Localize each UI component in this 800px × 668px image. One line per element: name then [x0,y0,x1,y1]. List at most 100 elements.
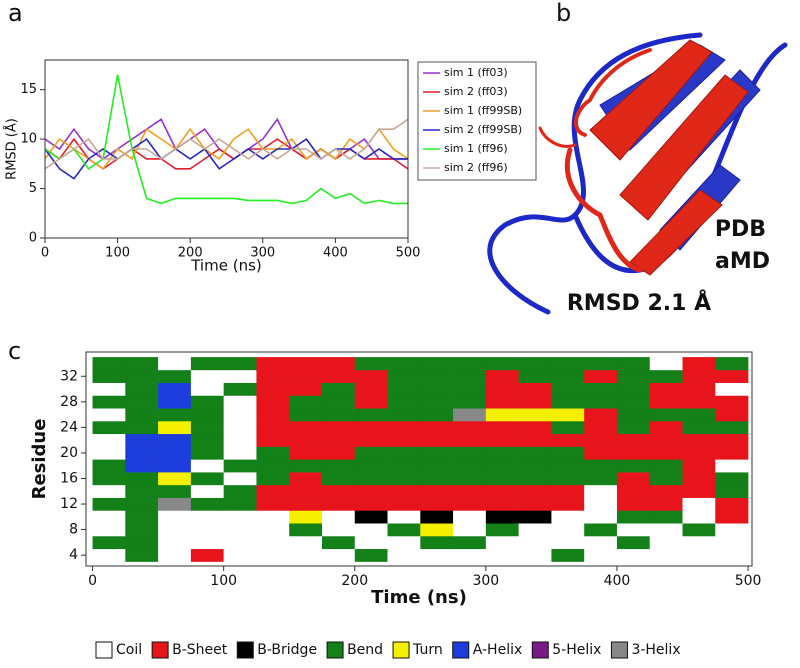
heatmap-cell [92,484,126,498]
heatmap-cell [453,535,487,550]
heatmap-cell [190,510,224,524]
heatmap-cell [518,484,552,498]
y-tick-label: 15 [20,82,37,97]
protein-structure [487,32,788,315]
heatmap-cell [649,433,683,447]
x-tick-label: 200 [341,573,368,589]
heatmap-cell [518,459,552,473]
heatmap-cell [551,548,585,562]
heatmap-cell [256,420,290,435]
heatmap-cell [387,548,421,562]
heatmap-cell [649,548,683,562]
heatmap-cell [321,523,356,537]
heatmap-cell [289,484,323,498]
heatmap-cell [420,408,454,422]
heatmap-cell [289,420,323,435]
legend-swatch [236,641,254,659]
heatmap-cell [223,459,257,473]
heatmap-cell [125,369,159,383]
legend-label: sim 1 (ff03) [444,66,508,79]
heatmap-cell [158,472,192,486]
heatmap-cell [420,472,454,486]
heatmap-cell [387,395,421,409]
heatmap-cell [158,459,192,473]
heatmap-cell [289,395,323,409]
heatmap-cell [256,497,290,511]
heatmap-cell [256,357,290,371]
x-tick-label: 0 [41,246,49,261]
heatmap-cell [125,548,159,562]
heatmap-cell [190,535,224,550]
legend-label: Turn [412,642,443,658]
heatmap-cell [92,420,126,435]
heatmap-cell [190,548,224,562]
heatmap-cell [584,357,618,371]
heatmap-cell [649,459,683,473]
heatmap-cell [649,535,683,550]
heatmap-cell [584,523,618,537]
heatmap-cell [518,369,552,383]
legend-label: Bend [347,642,383,658]
heatmap-cell [387,510,421,524]
heatmap-cell [354,420,388,435]
heatmap-cell [453,510,487,524]
heatmap-cell [92,523,126,537]
heatmap-cell [551,420,585,435]
legend-box [417,61,537,181]
heatmap-cell [682,446,716,460]
heatmap-cell [158,497,192,511]
heatmap-cell [485,382,519,396]
heatmap-cell [616,369,651,383]
heatmap-cell [158,484,192,498]
heatmap-cell [354,369,388,383]
heatmap-cell [682,472,716,486]
heatmap-cell [158,523,192,537]
heatmap-cell [682,523,716,537]
heatmap-cell [321,459,356,473]
x-tick-label: 300 [250,246,275,261]
heatmap-cell [289,472,323,486]
plot-marks [45,74,408,205]
heatmap-cell [321,548,356,562]
heatmap-cell [616,459,651,473]
heatmap-cell [485,535,519,550]
heatmap-cell [551,459,585,473]
series-line [45,127,408,170]
heatmap-cell [682,369,716,383]
legend-label: sim 2 (ff03) [444,85,508,98]
heatmap-cell [158,446,192,460]
heatmap-cell [92,446,126,460]
panel-label: b [556,0,571,27]
heatmap-cell [518,548,552,562]
x-tick-label: 100 [210,573,237,589]
legend-label: 5-Helix [552,642,601,658]
heatmap-cell [125,510,159,524]
legend-label: B-Bridge [257,642,317,658]
heatmap-cell [649,357,683,371]
heatmap-cell [125,446,159,460]
heatmap-cell [616,382,651,396]
heatmap-cell [387,484,421,498]
legend-label: 3-Helix [631,642,680,658]
heatmap-cell [551,446,585,460]
heatmap-cell [584,369,618,383]
panel-label: c [8,337,21,365]
heatmap-cell [354,395,388,409]
heatmap-cell [158,395,192,409]
heatmap-cell [715,357,749,371]
heatmap-cell [551,395,585,409]
heatmap-cell [485,472,519,486]
heatmap-cell [715,420,749,435]
structure-label: RMSD 2.1 Å [567,290,711,316]
heatmap-cell [584,459,618,473]
heatmap-cell [616,446,651,460]
heatmap-cell [584,420,618,435]
heatmap-cell [92,395,126,409]
heatmap-cell [453,369,487,383]
heatmap-cell [289,497,323,511]
heatmap-cell [256,369,290,383]
heatmap-cell [715,472,749,486]
plot-marks [92,357,749,562]
x-axis-title: Time (ns) [371,587,467,608]
heatmap-cell [125,408,159,422]
